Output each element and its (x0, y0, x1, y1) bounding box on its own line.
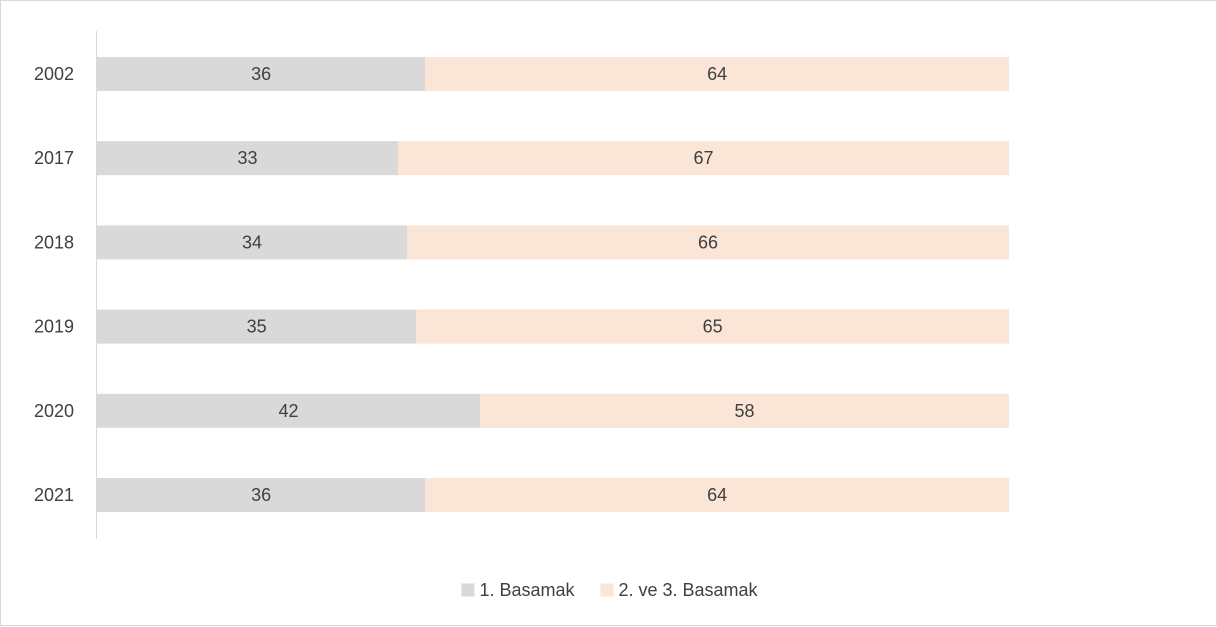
bar-2-ve-3-basamak-2019 (416, 309, 1009, 344)
bar-1-basamak-2021 (97, 478, 426, 512)
bars-layer (97, 57, 1010, 512)
legend: 1. Basamak 2. ve 3. Basamak (461, 580, 759, 600)
category-label-2021: 2021 (34, 485, 74, 505)
data-label-2-ve-3-basamak-2021: 64 (707, 485, 727, 505)
data-label-1-basamak-2020: 42 (279, 401, 299, 421)
data-label-2-ve-3-basamak-2020: 58 (735, 401, 755, 421)
bar-2-ve-3-basamak-2002 (425, 57, 1009, 91)
data-label-2-ve-3-basamak-2017: 67 (693, 148, 713, 168)
category-label-2017: 2017 (34, 148, 74, 168)
data-label-2-ve-3-basamak-2002: 64 (707, 64, 727, 84)
legend-label-1-basamak: 1. Basamak (479, 580, 575, 600)
bar-1-basamak-2002 (97, 57, 426, 91)
category-label-2019: 2019 (34, 317, 74, 337)
bar-2-ve-3-basamak-2020 (480, 393, 1009, 428)
data-label-2-ve-3-basamak-2019: 65 (703, 317, 723, 337)
bar-1-basamak-2019 (97, 309, 417, 344)
data-label-1-basamak-2019: 35 (247, 317, 267, 337)
legend-swatch-1-basamak (461, 583, 475, 597)
category-label-2020: 2020 (34, 401, 74, 421)
category-label-2002: 2002 (34, 64, 74, 84)
bar-1-basamak-2017 (97, 141, 398, 176)
bar-2-ve-3-basamak-2017 (397, 141, 1010, 176)
data-label-1-basamak-2021: 36 (251, 485, 271, 505)
category-label-2018: 2018 (34, 232, 74, 252)
bar-1-basamak-2018 (97, 225, 408, 260)
legend-label-2-ve-3-basamak: 2. ve 3. Basamak (618, 580, 758, 600)
data-label-1-basamak-2002: 36 (251, 64, 271, 84)
data-label-1-basamak-2017: 33 (237, 148, 257, 168)
data-label-2-ve-3-basamak-2018: 66 (698, 232, 718, 252)
legend-swatch-2-ve-3-basamak (600, 583, 614, 597)
labels-layer: 2002 36 64 2017 33 67 2018 34 66 2019 35 65 2020 42 58… (34, 64, 755, 505)
bar-1-basamak-2020 (97, 393, 481, 428)
bar-2-ve-3-basamak-2018 (407, 225, 1010, 260)
data-label-1-basamak-2018: 34 (242, 232, 262, 252)
bar-2-ve-3-basamak-2021 (425, 478, 1009, 512)
